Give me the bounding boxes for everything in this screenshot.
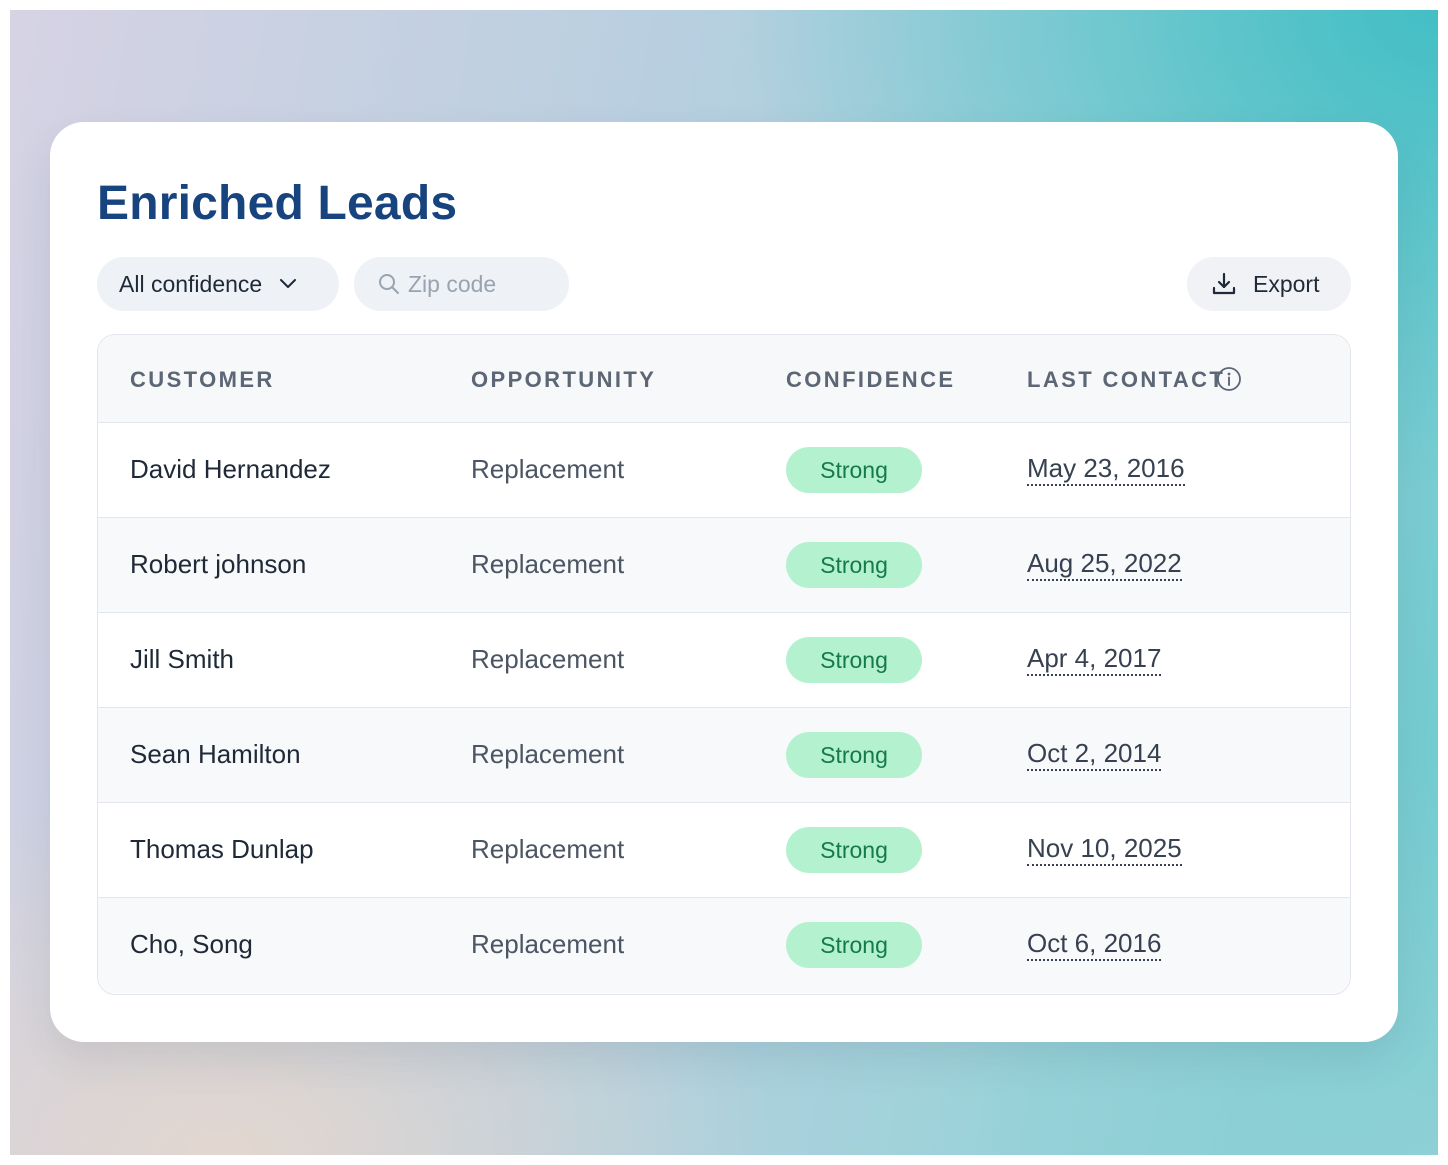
export-label: Export xyxy=(1253,270,1320,297)
table-row[interactable]: Jill Smith Replacement Strong Apr 4, 201… xyxy=(98,613,1350,708)
zip-code-placeholder: Zip code xyxy=(408,270,497,297)
table-row[interactable]: Sean Hamilton Replacement Strong Oct 2, … xyxy=(98,708,1350,803)
table-row[interactable]: Thomas Dunlap Replacement Strong Nov 10,… xyxy=(98,803,1350,898)
last-contact-date[interactable]: Oct 2, 2014 xyxy=(1027,739,1162,771)
opportunity: Replacement xyxy=(471,549,625,579)
search-icon xyxy=(379,274,399,294)
last-contact-date[interactable]: Oct 6, 2016 xyxy=(1027,929,1162,961)
opportunity: Replacement xyxy=(471,454,625,484)
confidence-filter-dropdown[interactable]: All confidence xyxy=(97,257,339,311)
opportunity: Replacement xyxy=(471,834,625,864)
customer-name: Robert johnson xyxy=(130,549,307,579)
download-icon xyxy=(1212,272,1236,295)
column-header-last-contact[interactable]: LAST CONTACT xyxy=(1027,367,1226,392)
last-contact-date[interactable]: Apr 4, 2017 xyxy=(1027,644,1162,676)
table-row[interactable]: David Hernandez Replacement Strong May 2… xyxy=(98,423,1350,518)
opportunity: Replacement xyxy=(471,929,625,959)
zip-code-search[interactable]: Zip code xyxy=(354,257,569,311)
opportunity: Replacement xyxy=(471,739,625,769)
chevron-down-icon xyxy=(280,279,297,288)
column-header-confidence[interactable]: CONFIDENCE xyxy=(786,367,956,392)
last-contact-date[interactable]: May 23, 2016 xyxy=(1027,454,1185,486)
leads-table: CUSTOMER OPPORTUNITY CONFIDENCE LAST CON… xyxy=(97,334,1351,995)
confidence-badge: Strong xyxy=(786,637,922,683)
confidence-filter-label: All confidence xyxy=(119,270,263,297)
last-contact-date[interactable]: Nov 10, 2025 xyxy=(1027,834,1182,866)
page-title: Enriched Leads xyxy=(97,177,458,230)
confidence-badge: Strong xyxy=(786,922,922,968)
table-row[interactable]: Robert johnson Replacement Strong Aug 25… xyxy=(98,518,1350,613)
customer-name: Thomas Dunlap xyxy=(130,834,314,864)
column-header-customer[interactable]: CUSTOMER xyxy=(130,367,275,392)
column-header-opportunity[interactable]: OPPORTUNITY xyxy=(471,367,657,392)
customer-name: David Hernandez xyxy=(130,454,331,484)
info-icon[interactable] xyxy=(1216,366,1242,392)
table-header: CUSTOMER OPPORTUNITY CONFIDENCE LAST CON… xyxy=(98,335,1350,423)
export-button[interactable]: Export xyxy=(1187,257,1351,311)
confidence-badge: Strong xyxy=(786,827,922,873)
opportunity: Replacement xyxy=(471,644,625,674)
customer-name: Cho, Song xyxy=(130,929,253,959)
table-row[interactable]: Cho, Song Replacement Strong Oct 6, 2016 xyxy=(98,898,1350,993)
confidence-badge: Strong xyxy=(786,732,922,778)
customer-name: Sean Hamilton xyxy=(130,739,301,769)
last-contact-date[interactable]: Aug 25, 2022 xyxy=(1027,549,1182,581)
confidence-badge: Strong xyxy=(786,447,922,493)
confidence-badge: Strong xyxy=(786,542,922,588)
customer-name: Jill Smith xyxy=(130,644,235,674)
